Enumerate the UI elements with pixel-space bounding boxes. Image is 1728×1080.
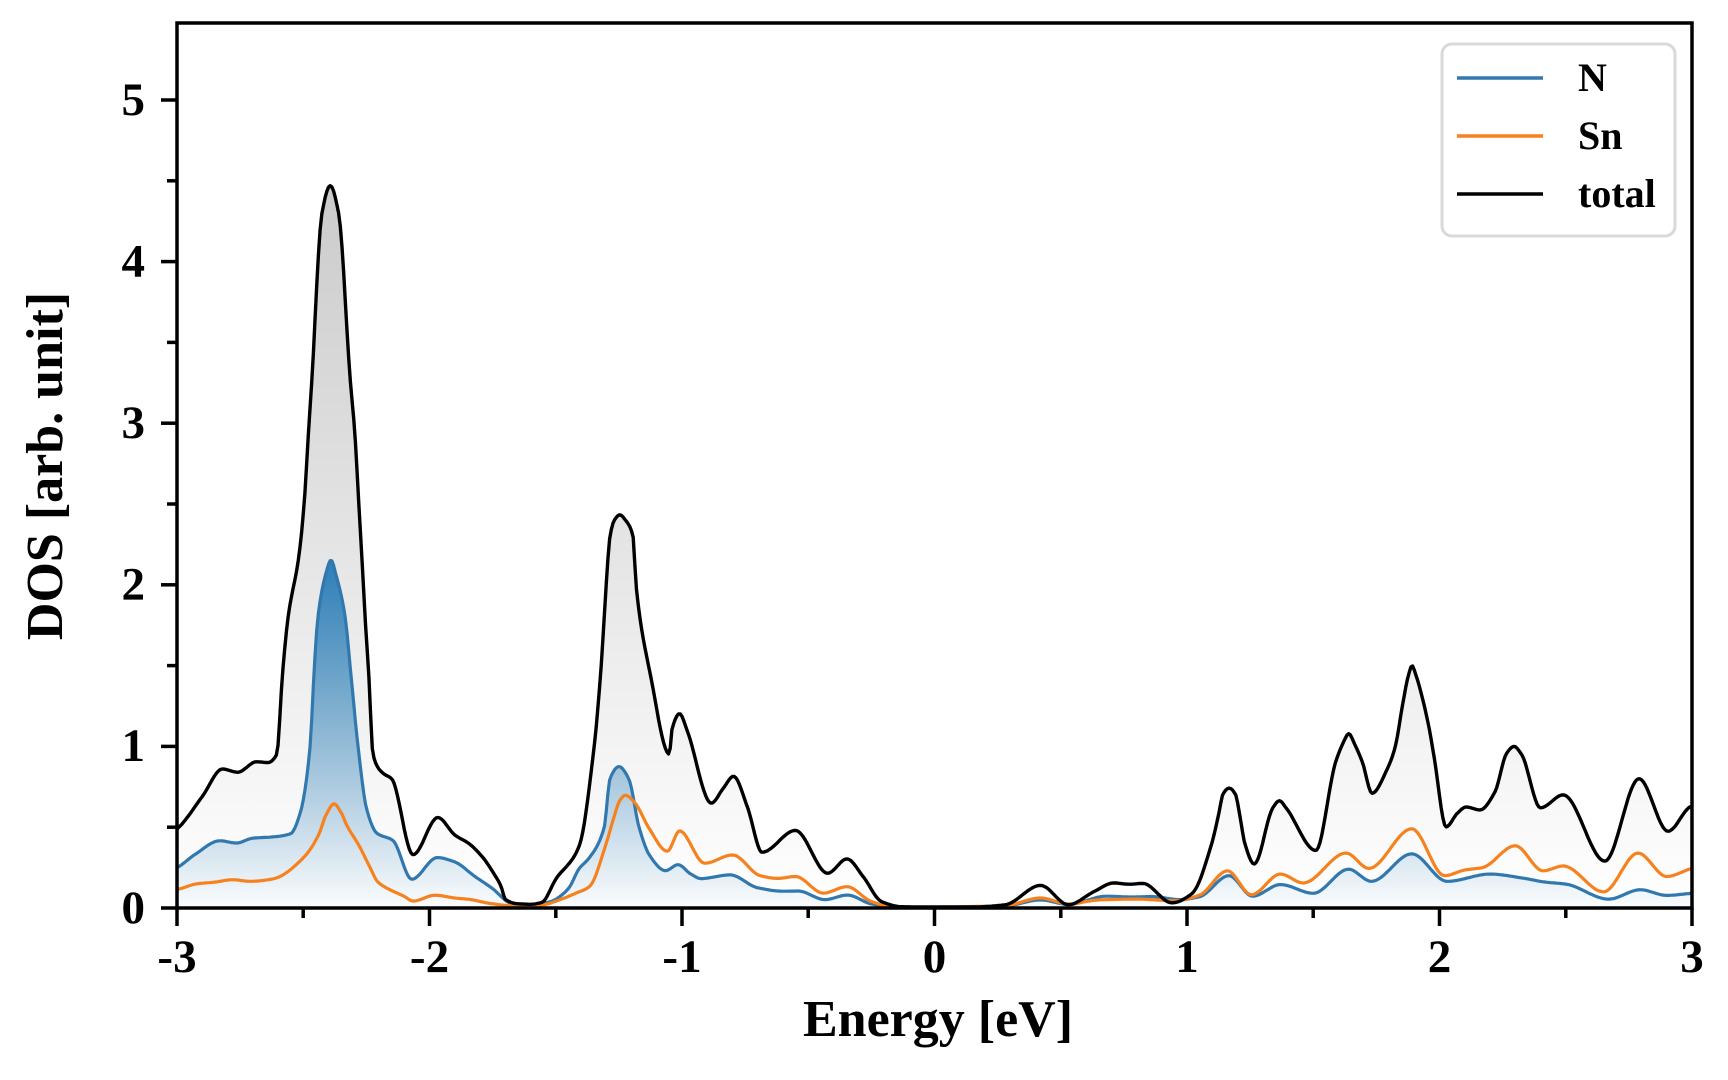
- svg-text:DOS [arb. unit]: DOS [arb. unit]: [17, 292, 74, 640]
- svg-text:3: 3: [1680, 931, 1704, 983]
- svg-text:-2: -2: [410, 931, 449, 983]
- svg-text:N: N: [1578, 55, 1607, 100]
- svg-text:Energy [eV]: Energy [eV]: [803, 991, 1073, 1048]
- svg-text:2: 2: [122, 559, 146, 611]
- svg-text:0: 0: [122, 882, 146, 934]
- svg-text:1: 1: [1175, 931, 1199, 983]
- svg-text:3: 3: [122, 397, 146, 449]
- svg-text:Sn: Sn: [1578, 113, 1623, 158]
- svg-text:total: total: [1578, 171, 1656, 216]
- svg-text:5: 5: [122, 74, 146, 126]
- svg-text:0: 0: [923, 931, 947, 983]
- svg-text:2: 2: [1428, 931, 1452, 983]
- svg-text:-1: -1: [662, 931, 701, 983]
- svg-text:1: 1: [122, 720, 146, 772]
- svg-text:4: 4: [122, 235, 146, 287]
- svg-text:-3: -3: [157, 931, 196, 983]
